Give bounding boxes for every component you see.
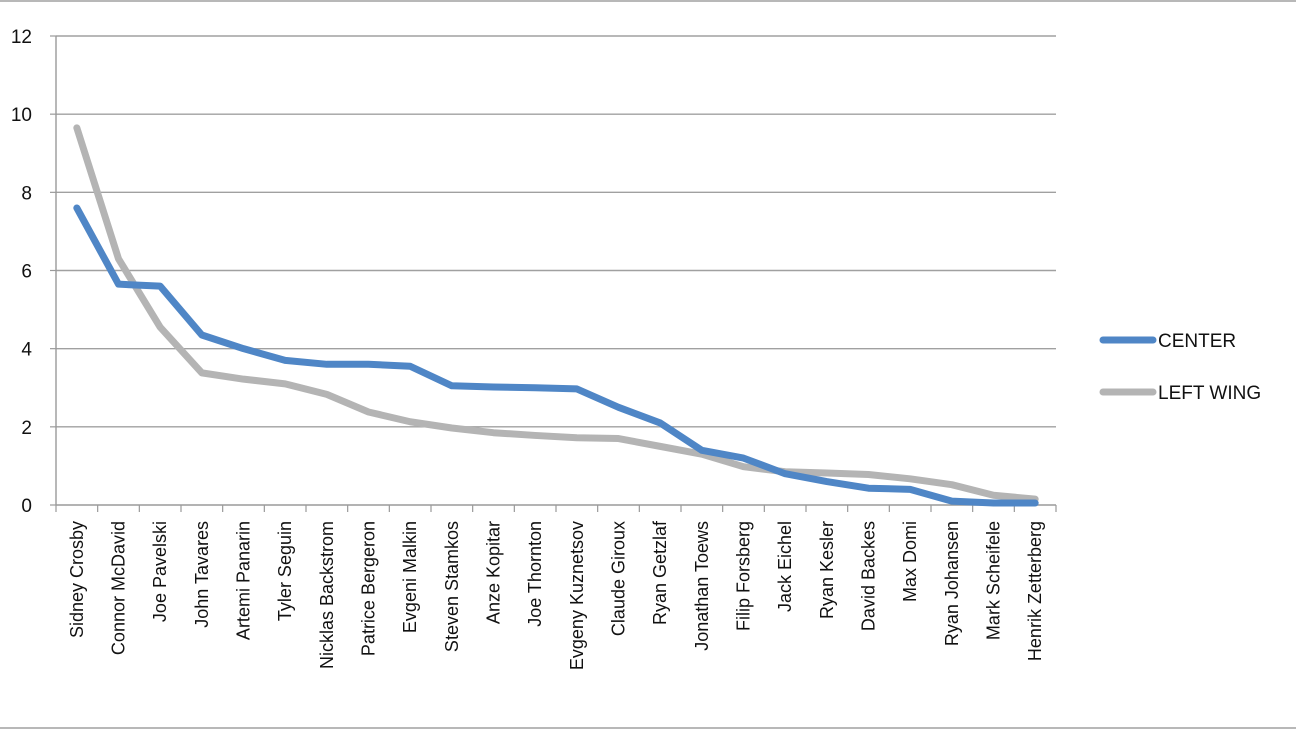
- legend-label: CENTER: [1158, 331, 1236, 352]
- y-tick-labels: 0 2 4 6 8 10 12: [11, 27, 33, 517]
- y-tick-label: 8: [21, 183, 32, 204]
- x-tick-label: Patrice Bergeron: [359, 521, 379, 656]
- series-lines: [73, 124, 1039, 507]
- x-tick-label: John Tavares: [192, 521, 212, 628]
- grid-lines: [56, 35, 1056, 428]
- x-tick-label: Evgeni Malkin: [400, 521, 420, 633]
- x-tick-label: Ryan Johansen: [942, 521, 962, 646]
- x-tick-label: Tyler Seguin: [275, 521, 295, 621]
- x-tick-label: Evgeny Kuznetsov: [567, 521, 587, 670]
- x-tick-label: Mark Scheifele: [984, 521, 1004, 640]
- x-tick-label: Ryan Getzlaf: [650, 520, 670, 625]
- axes: [50, 35, 1057, 512]
- x-tick-label: Joe Thornton: [525, 521, 545, 627]
- x-tick-label: Jonathan Toews: [692, 521, 712, 651]
- y-tick-label: 4: [21, 340, 32, 361]
- y-tick-label: 0: [21, 496, 32, 517]
- legend-label: LEFT WING: [1158, 383, 1261, 404]
- x-tick-label: Max Domi: [900, 521, 920, 602]
- x-tick-label: Henrik Zetterberg: [1025, 521, 1045, 661]
- legend: CENTER LEFT WING: [1099, 331, 1261, 404]
- y-tick-label: 2: [21, 418, 32, 439]
- x-tick-label: Anze Kopitar: [484, 521, 504, 624]
- y-tick-label: 12: [11, 27, 32, 48]
- y-tick-label: 10: [11, 105, 32, 126]
- x-tick-label: Ryan Kesler: [817, 521, 837, 619]
- x-tick-label: Claude Giroux: [609, 521, 629, 636]
- x-tick-label: Steven Stamkos: [442, 521, 462, 652]
- x-tick-label: Nicklas Backstrom: [317, 521, 337, 669]
- x-tick-label: Joe Pavelski: [150, 521, 170, 622]
- x-tick-label: Artemi Panarin: [234, 521, 254, 640]
- x-tick-label: Filip Forsberg: [734, 521, 754, 631]
- x-tick-label: Sidney Crosby: [67, 521, 87, 638]
- x-tick-label: David Backes: [859, 521, 879, 631]
- x-tick-label: Connor McDavid: [109, 521, 129, 655]
- y-tick-label: 6: [21, 262, 32, 283]
- x-tick-label: Jack Eichel: [775, 521, 795, 612]
- x-tick-labels: Sidney Crosby Connor McDavid Joe Pavelski J…: [67, 520, 1045, 670]
- series-line-left-wing: [73, 124, 1039, 503]
- series-line-center: [73, 204, 1039, 507]
